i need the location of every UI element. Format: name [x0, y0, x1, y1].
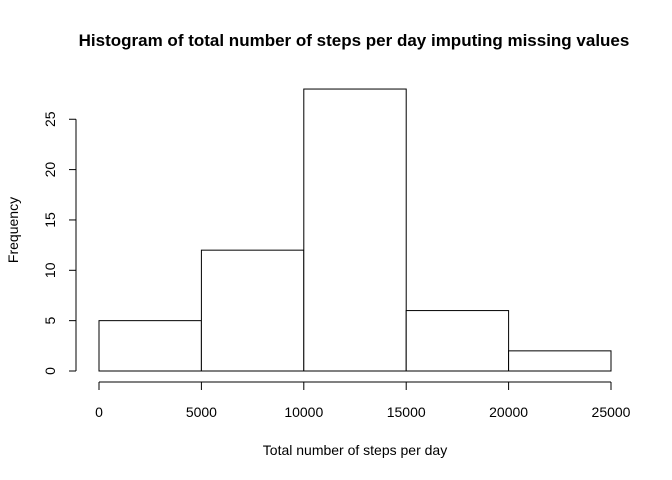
histogram-bar-1 — [200, 249, 305, 372]
histogram-bar-4 — [508, 350, 612, 372]
x-tick-label-1: 5000 — [186, 404, 217, 420]
x-axis-label: Total number of steps per day — [263, 442, 447, 458]
histogram-bar-2 — [303, 88, 407, 372]
y-tick-label-4: 20 — [42, 162, 58, 178]
x-tick-label-4: 20000 — [489, 404, 528, 420]
y-tick-label-3: 15 — [42, 212, 58, 228]
y-tick-label-2: 10 — [42, 262, 58, 278]
y-axis: 0 5 10 15 20 25 — [42, 111, 77, 375]
histogram-bar-0 — [98, 320, 202, 372]
y-tick-label-5: 25 — [42, 111, 58, 127]
histogram-bar-3 — [405, 310, 510, 372]
x-tick-label-3: 15000 — [387, 404, 426, 420]
chart-title: Histogram of total number of steps per d… — [79, 31, 630, 50]
bars-group — [98, 88, 612, 372]
x-axis: 0 5000 10000 15000 20000 25000 — [95, 381, 631, 420]
y-tick-label-1: 5 — [42, 317, 58, 325]
x-tick-label-5: 25000 — [592, 404, 631, 420]
y-axis-label: Frequency — [5, 197, 21, 263]
y-tick-label-0: 0 — [42, 367, 58, 375]
x-tick-label-2: 10000 — [284, 404, 323, 420]
x-tick-label-0: 0 — [95, 404, 103, 420]
